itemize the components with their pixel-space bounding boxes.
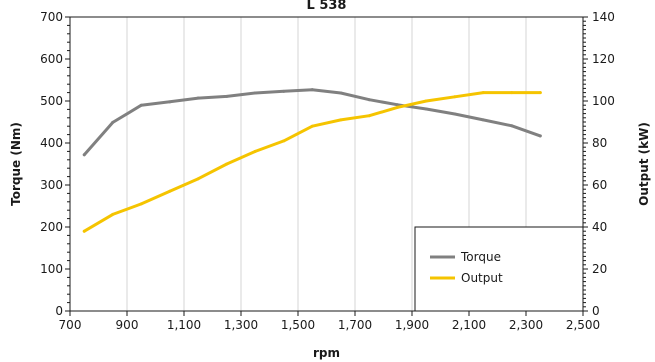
- legend-label-torque: Torque: [460, 250, 501, 264]
- data-point-torque: [168, 100, 172, 104]
- data-point-output: [253, 149, 257, 153]
- x-tick-label: 900: [116, 318, 139, 332]
- data-point-output: [396, 105, 400, 109]
- data-point-output: [538, 91, 542, 95]
- x-tick-label: 2,500: [566, 318, 600, 332]
- data-point-output: [225, 162, 229, 166]
- data-point-torque: [225, 94, 229, 98]
- data-point-output: [367, 114, 371, 118]
- legend: Torque Output: [414, 226, 584, 312]
- data-point-torque: [139, 103, 143, 107]
- data-point-torque: [424, 107, 428, 111]
- y-right-tick-label: 0: [592, 304, 600, 318]
- y-right-tick-label: 40: [592, 220, 607, 234]
- y-right-tick-label: 140: [592, 10, 615, 24]
- data-point-output: [339, 118, 343, 122]
- y-left-tick-label: 400: [40, 136, 63, 150]
- y-left-tick-label: 100: [40, 262, 63, 276]
- x-tick-label: 2,100: [452, 318, 486, 332]
- data-point-output: [168, 189, 172, 193]
- y-right-tick-label: 60: [592, 178, 607, 192]
- data-point-torque: [367, 98, 371, 102]
- data-point-torque: [310, 88, 314, 92]
- x-tick-label: 1,700: [338, 318, 372, 332]
- x-tick-label: 2,300: [509, 318, 543, 332]
- x-tick-label: 700: [59, 318, 82, 332]
- grid-layer: [126, 17, 527, 311]
- y-left-tick-label: 0: [55, 304, 63, 318]
- data-point-output: [139, 202, 143, 206]
- x-tick-label: 1,500: [281, 318, 315, 332]
- series-layer: [82, 88, 542, 233]
- data-point-torque: [282, 89, 286, 93]
- y-left-tick-label: 500: [40, 94, 63, 108]
- x-tick-label: 1,900: [395, 318, 429, 332]
- data-point-torque: [538, 134, 542, 138]
- y-right-tick-label: 20: [592, 262, 607, 276]
- x-axis-title: rpm: [313, 346, 340, 360]
- data-point-torque: [481, 118, 485, 122]
- data-point-torque: [253, 91, 257, 95]
- data-point-output: [453, 95, 457, 99]
- data-point-output: [282, 139, 286, 143]
- legend-label-output: Output: [461, 271, 503, 285]
- data-point-torque: [396, 103, 400, 107]
- chart-title: L 538: [307, 0, 347, 13]
- data-point-torque: [111, 120, 115, 124]
- data-point-torque: [82, 153, 86, 157]
- y-left-tick-label: 200: [40, 220, 63, 234]
- data-point-torque: [339, 91, 343, 95]
- data-point-output: [310, 124, 314, 128]
- series-line-torque: [82, 88, 542, 157]
- data-point-output: [424, 99, 428, 103]
- data-point-torque: [196, 96, 200, 100]
- y-left-tick-label: 600: [40, 52, 63, 66]
- axis-layer: [65, 16, 588, 316]
- y-left-tick-label: 700: [40, 10, 63, 24]
- series-line-output: [82, 91, 542, 233]
- y-right-axis-title: Output (kW): [637, 122, 651, 206]
- y-right-tick-label: 80: [592, 136, 607, 150]
- y-right-tick-label: 100: [592, 94, 615, 108]
- legend-box: [414, 226, 584, 312]
- y-left-axis-title: Torque (Nm): [9, 122, 23, 206]
- data-point-output: [196, 177, 200, 181]
- data-point-output: [510, 91, 514, 95]
- data-point-output: [111, 212, 115, 216]
- data-point-torque: [453, 112, 457, 116]
- label-layer: 0100200300400500600700020406080100120140…: [9, 0, 651, 360]
- data-point-output: [82, 229, 86, 233]
- data-point-torque: [510, 124, 514, 128]
- y-right-tick-label: 120: [592, 52, 615, 66]
- y-left-tick-label: 300: [40, 178, 63, 192]
- x-tick-label: 1,100: [167, 318, 201, 332]
- x-tick-label: 1,300: [224, 318, 258, 332]
- data-point-output: [481, 91, 485, 95]
